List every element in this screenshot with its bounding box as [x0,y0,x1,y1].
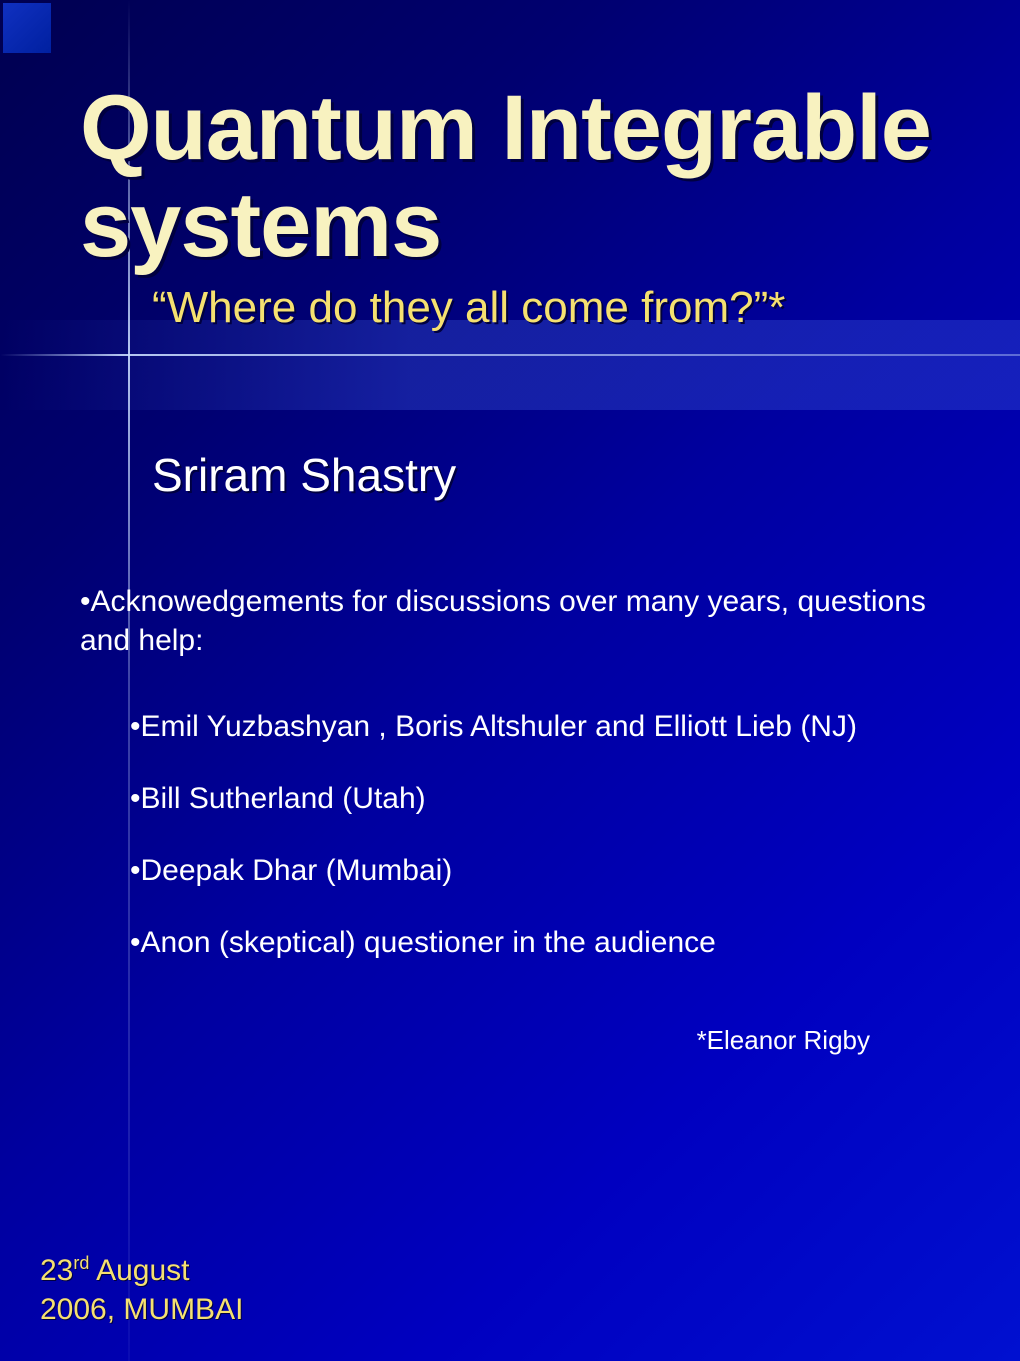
ack-item: •Emil Yuzbashyan , Boris Altshuler and E… [130,710,950,744]
date-location: 23rd August 2006, MUMBAI [40,1251,243,1329]
slide-subtitle: “Where do they all come from?”* [152,283,950,333]
date-day: 23 [40,1254,73,1287]
slide-content: Quantum Integrable systems “Where do the… [0,0,1020,1086]
ack-item: •Bill Sutherland (Utah) [130,782,950,816]
date-suffix: rd [73,1253,89,1273]
slide-title: Quantum Integrable systems [80,80,950,273]
author-name: Sriram Shastry [152,448,950,502]
ack-item: •Anon (skeptical) questioner in the audi… [130,926,950,960]
date-month: August [89,1254,189,1287]
ack-item: •Deepak Dhar (Mumbai) [130,854,950,888]
footnote: *Eleanor Rigby [80,1025,870,1056]
acknowledgements-list: •Emil Yuzbashyan , Boris Altshuler and E… [130,710,950,960]
date-line2: 2006, MUMBAI [40,1293,243,1326]
acknowledgements-intro: •Acknowedgements for discussions over ma… [80,582,950,660]
